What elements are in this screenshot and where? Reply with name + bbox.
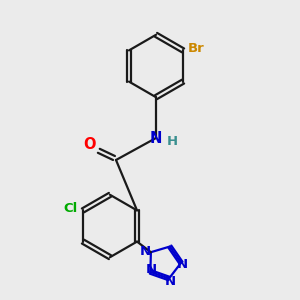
Text: N: N (165, 275, 176, 288)
Text: N: N (150, 131, 162, 146)
Text: N: N (146, 263, 157, 276)
Text: Cl: Cl (63, 202, 77, 214)
Text: O: O (84, 136, 96, 152)
Text: N: N (176, 258, 188, 271)
Text: Br: Br (188, 42, 205, 55)
Text: N: N (140, 245, 151, 258)
Text: H: H (167, 135, 178, 148)
